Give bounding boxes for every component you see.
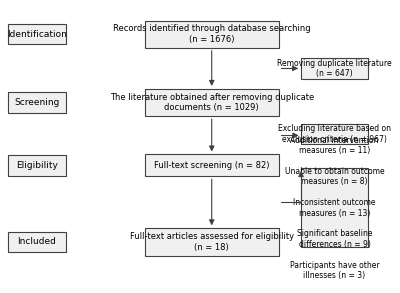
FancyBboxPatch shape <box>145 21 279 48</box>
Text: Included: Included <box>18 238 56 246</box>
Text: Screening: Screening <box>14 98 60 107</box>
Text: Records identified through database searching
(n = 1676): Records identified through database sear… <box>113 25 310 44</box>
Text: Full-text articles assessed for eligibility
(n = 18): Full-text articles assessed for eligibil… <box>130 232 294 252</box>
FancyBboxPatch shape <box>8 24 66 45</box>
FancyBboxPatch shape <box>8 155 66 176</box>
FancyBboxPatch shape <box>301 168 368 248</box>
FancyBboxPatch shape <box>145 228 279 256</box>
Text: Full-text screening (n = 82): Full-text screening (n = 82) <box>154 161 270 170</box>
Text: The literature obtained after removing duplicate
documents (n = 1029): The literature obtained after removing d… <box>110 93 314 112</box>
Text: Excluding literature based on
exclusion criteria (n = 967): Excluding literature based on exclusion … <box>278 124 391 144</box>
FancyBboxPatch shape <box>301 124 368 144</box>
Text: Additional intervention
measures (n = 11)

Unable to obtain outcome
measures (n : Additional intervention measures (n = 11… <box>285 136 384 280</box>
FancyBboxPatch shape <box>8 232 66 252</box>
FancyBboxPatch shape <box>145 154 279 176</box>
FancyBboxPatch shape <box>145 89 279 116</box>
FancyBboxPatch shape <box>301 58 368 79</box>
Text: Identification: Identification <box>7 30 67 39</box>
FancyBboxPatch shape <box>8 92 66 113</box>
Text: Removing duplicate literature
(n = 647): Removing duplicate literature (n = 647) <box>277 59 392 78</box>
Text: Eligibility: Eligibility <box>16 161 58 170</box>
